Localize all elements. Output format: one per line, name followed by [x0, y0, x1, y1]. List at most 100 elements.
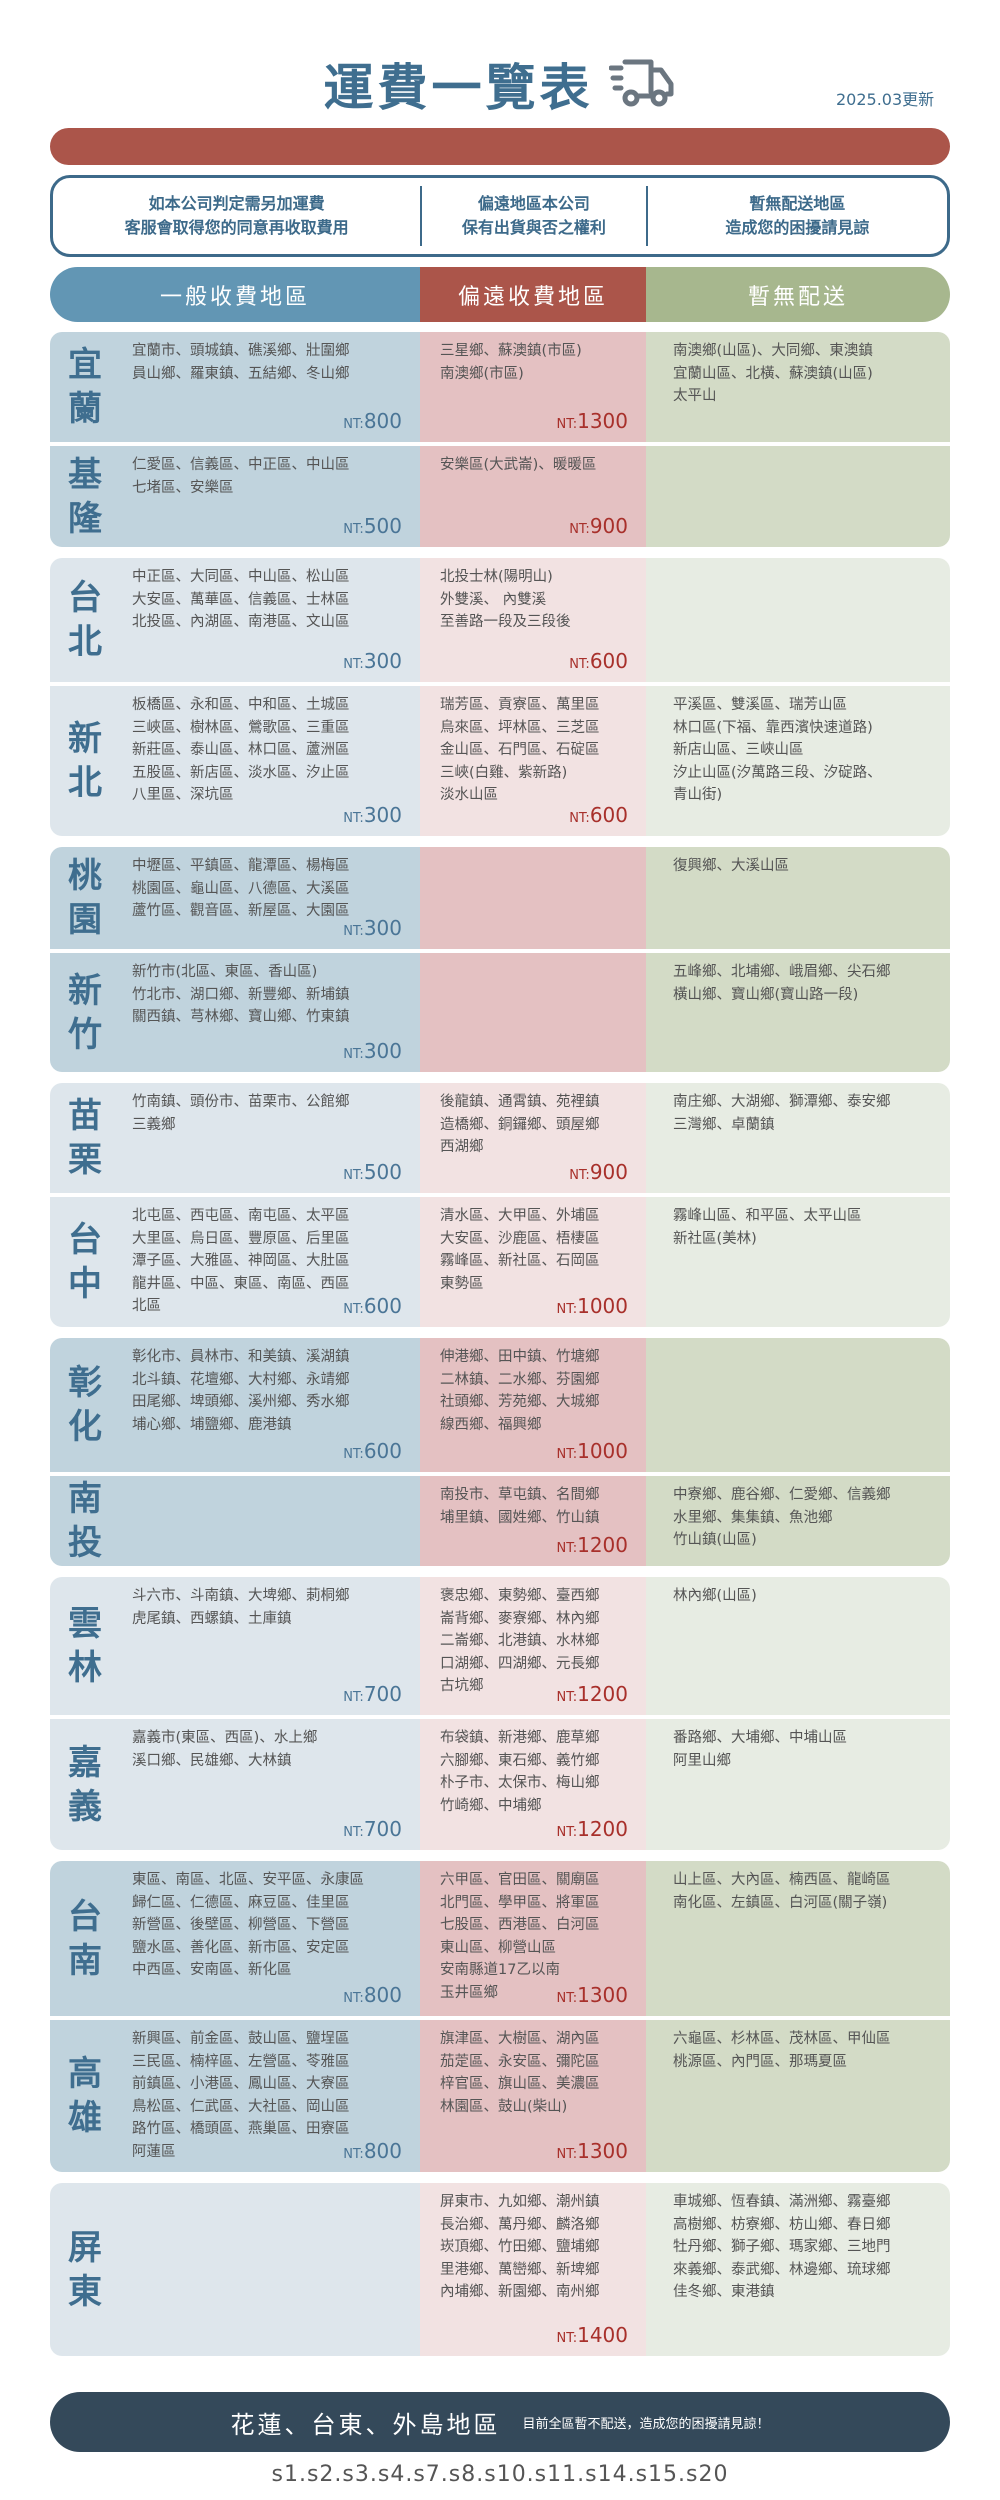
price: NT:1200 [556, 1681, 628, 1711]
area-line: 前鎮區、小港區、鳳山區、大寮區 [132, 2076, 350, 2092]
price-prefix: NT: [343, 1302, 364, 1317]
price: NT:900 [569, 1159, 628, 1189]
region-name-char: 台 [68, 1220, 102, 1260]
price-value: 1400 [577, 2323, 628, 2347]
area-line: 番路鄉、大埔鄉、中埔山區 [673, 1730, 847, 1746]
region-row: 基隆仁愛區、信義區、中正區、中山區 七堵區、安樂區 NT:500 安樂區(大武崙)、暖… [50, 442, 950, 547]
area-line: 田尾鄉、埤頭鄉、溪州鄉、秀水鄉 [132, 1394, 350, 1410]
divider [420, 186, 423, 246]
area-line: 線西鄉、福興鄉 [440, 1416, 542, 1433]
region-name-char: 化 [68, 1407, 102, 1447]
price-prefix: NT: [556, 1541, 578, 1556]
area-line: 中西區、安南區、新化區 [132, 1962, 292, 1978]
area-line: 三峽(白雞、紫新路) [440, 764, 568, 781]
price-value: 500 [363, 514, 402, 538]
outlying-note: 目前全區暫不配送，造成您的困擾請見諒！ [522, 2416, 770, 2432]
area-line: 北斗鎮、花壇鄉、大村鄉、永靖鄉 [132, 1371, 350, 1388]
price-value: 600 [589, 649, 628, 673]
price-value: 1000 [577, 1294, 628, 1318]
price: NT:1200 [556, 1816, 628, 1846]
general-cell: 苗栗竹南鎮、頭份市、苗栗市、公館鄉 三義鄉 NT:500 [50, 1083, 420, 1193]
notice-fee: 如本公司判定需另加運費 客服會取得您的同意再收取費用 [53, 192, 420, 240]
area-line: 南澳鄉(山區)、大同鄉、東澳鎮 [673, 343, 873, 359]
region-name-char: 北 [68, 763, 102, 803]
notice-line: 造成您的困擾請見諒 [725, 218, 870, 237]
area-line: 佳冬鄉、東港鎮 [673, 2284, 775, 2300]
region-block: 宜蘭宜蘭市、頭城鎮、礁溪鄉、壯圍鄉 員山鄉、羅東鎮、五結鄉、冬山鄉 NT:800 三星… [50, 332, 950, 547]
price-value: 700 [363, 1682, 402, 1706]
area-line: 霧峰山區、和平區、太平山區 [673, 1208, 862, 1224]
none-cell: 復興鄉、大溪山區 [646, 847, 950, 949]
area-line: 青山街) [673, 787, 723, 803]
remote-cell: 安樂區(大武崙)、暖暖區 NT:900 [420, 446, 646, 547]
region-name-char: 苗 [68, 1096, 102, 1136]
area-line: 車城鄉、恆春鎮、滿洲鄉、霧臺鄉 [673, 2194, 891, 2210]
region-name-char: 新 [68, 719, 102, 759]
price-prefix: NT: [556, 2331, 578, 2346]
remote-cell [420, 953, 646, 1072]
region-name-char: 竹 [68, 1014, 102, 1055]
area-line: 西湖鄉 [440, 1139, 484, 1155]
notice-remote: 偏遠地區本公司 保有出貨與否之權利 [422, 192, 646, 240]
price-prefix: NT: [556, 1302, 578, 1317]
price: NT:900 [569, 513, 628, 543]
area-line: 溪口鄉、民雄鄉、大林鎮 [132, 1752, 292, 1769]
price-prefix: NT: [569, 1168, 590, 1183]
header-remote: 偏遠收費地區 [420, 267, 646, 322]
area-line: 北投區、內湖區、南港區、文山區 [132, 614, 350, 630]
price: NT:1300 [556, 2138, 628, 2168]
none-cell [646, 1338, 950, 1472]
price-prefix: NT: [343, 1047, 364, 1062]
area-line: 新店山區、三峽山區 [673, 742, 804, 758]
region-name-char: 義 [68, 1786, 102, 1827]
area-line: 崙背鄉、麥寮鄉、林內鄉 [440, 1610, 600, 1627]
price-prefix: NT: [556, 1447, 578, 1462]
area-line: 竹北市、湖口鄉、新豐鄉、新埔鎮 [132, 986, 350, 1003]
region-row: 雲林斗六市、斗南鎮、大埤鄉、莿桐鄉 虎尾鎮、西螺鎮、土庫鎮 NT:700 褒忠鄉、東勢… [50, 1577, 950, 1715]
region-row: 台南東區、南區、北區、安平區、永康區 歸仁區、仁德區、麻豆區、佳里區 新營區、後壁區… [50, 1861, 950, 2016]
divider [645, 186, 648, 246]
area-line: 安南縣道17乙以南 [440, 1962, 560, 1978]
area-line: 南化區、左鎮區、白河區(關子嶺) [673, 1894, 888, 1911]
price: NT:1300 [556, 408, 628, 438]
region-block: 雲林斗六市、斗南鎮、大埤鄉、莿桐鄉 虎尾鎮、西螺鎮、土庫鎮 NT:700 褒忠鄉、東勢… [50, 1577, 950, 1850]
price-value: 1200 [577, 1533, 628, 1557]
region-name-char: 園 [68, 900, 102, 940]
area-line: 造橋鄉、銅鑼鄉、頭屋鄉 [440, 1116, 600, 1133]
area-line: 東勢區 [440, 1275, 484, 1292]
region-name-char: 屏 [68, 2227, 102, 2268]
general-cell: 宜蘭宜蘭市、頭城鎮、礁溪鄉、壯圍鄉 員山鄉、羅東鎮、五結鄉、冬山鄉 NT:800 [50, 332, 420, 442]
region-name-char: 南 [68, 1940, 102, 1981]
area-line: 內埔鄉、新園鄉、南州鄉 [440, 2284, 600, 2300]
general-cell: 屏東 [50, 2183, 420, 2356]
price-prefix: NT: [343, 1690, 364, 1705]
price: NT:700 [343, 1681, 402, 1711]
region-name-char: 雄 [68, 2098, 102, 2138]
area-line: 新竹市(北區、東區、香山區) [132, 964, 318, 980]
area-line: 彰化市、員林市、和美鎮、溪湖鎮 [132, 1349, 350, 1365]
area-line: 林口區(下福、靠西濱快速道路) [673, 719, 873, 736]
price-value: 1300 [577, 2139, 628, 2163]
price-prefix: NT: [343, 1825, 364, 1840]
none-cell: 中寮鄉、鹿谷鄉、仁愛鄉、信義鄉 水里鄉、集集鎮、魚池鄉 竹山鎮(山區) [646, 1476, 950, 1566]
region-name: 彰化 [50, 1338, 120, 1472]
area-line: 五峰鄉、北埔鄉、峨眉鄉、尖石鄉 [673, 964, 891, 980]
area-line: 關西鎮、芎林鄉、寶山鄉、竹東鎮 [132, 1009, 350, 1025]
region-block: 台南東區、南區、北區、安平區、永康區 歸仁區、仁德區、麻豆區、佳里區 新營區、後壁區… [50, 1861, 950, 2172]
area-line: 來義鄉、泰武鄉、林邊鄉、琉球鄉 [673, 2261, 891, 2278]
area-line: 員山鄉、羅東鎮、五結鄉、冬山鄉 [132, 365, 350, 382]
price-value: 600 [363, 1294, 402, 1318]
region-name: 台南 [50, 1861, 120, 2016]
general-cell: 雲林斗六市、斗南鎮、大埤鄉、莿桐鄉 虎尾鎮、西螺鎮、土庫鎮 NT:700 [50, 1577, 420, 1715]
area-line: 板橋區、永和區、中和區、土城區 [132, 697, 350, 713]
area-line: 褒忠鄉、東勢鄉、臺西鄉 [440, 1588, 600, 1604]
page-title: 運費一覽表 [323, 59, 594, 117]
region-name-char: 東 [68, 2271, 102, 2312]
price-prefix: NT: [343, 522, 364, 537]
price: NT:1200 [556, 1532, 628, 1562]
area-line: 北屯區、西屯區、南屯區、太平區 [132, 1208, 350, 1224]
area-line: 新營區、後壁區、柳營區、下營區 [132, 1917, 350, 1933]
remote-cell [420, 847, 646, 949]
price-value: 800 [363, 2139, 402, 2163]
area-line: 山上區、大內區、楠西區、龍崎區 [673, 1872, 891, 1888]
